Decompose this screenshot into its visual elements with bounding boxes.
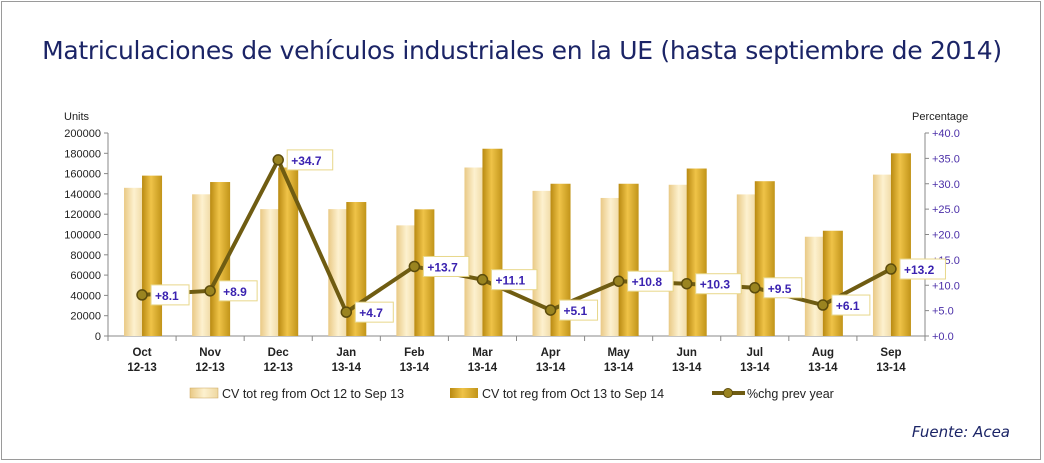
bar-2013-14 (618, 183, 639, 336)
bar-2013-14 (550, 183, 571, 336)
legend-marker (723, 388, 733, 398)
y2-tick-label: +0.0 (932, 331, 954, 343)
y-tick-label: 140000 (64, 189, 101, 201)
data-label: +9.5 (768, 282, 792, 296)
data-label-box (831, 294, 871, 316)
data-label: +8.9 (223, 285, 247, 299)
data-label: +8.1 (155, 289, 179, 303)
bar-2012-13 (736, 194, 757, 336)
y2-tick-label: +5.0 (932, 306, 954, 318)
x-tick-label: Jul 13-14 (740, 347, 770, 374)
bar-2012-13 (260, 209, 281, 336)
pct-change-marker (204, 285, 216, 297)
data-label: +5.1 (564, 304, 588, 318)
legend-label: CV tot reg from Oct 13 to Sep 14 (482, 387, 664, 401)
pct-change-marker (340, 306, 353, 318)
bar-2013-14 (754, 181, 775, 336)
x-tick-label: Jun 13-14 (672, 347, 702, 374)
data-label-box (899, 258, 946, 280)
data-label-box (218, 280, 258, 302)
data-label: +4.7 (359, 306, 383, 320)
y-tick-label: 200000 (64, 128, 101, 140)
y-tick-label: 40000 (70, 290, 101, 302)
x-tick-label: Dec 12-13 (263, 347, 292, 374)
data-label-box (763, 277, 803, 299)
pct-change-marker (612, 275, 625, 287)
y-axis-title: Units (64, 111, 90, 123)
bar-2012-13 (396, 225, 417, 336)
y-tick-label: 180000 (64, 148, 101, 160)
x-tick-label: Feb 13-14 (400, 347, 430, 374)
pct-change-marker (885, 263, 897, 275)
bar-2013-14 (822, 230, 843, 336)
pct-change-marker (749, 282, 761, 294)
x-tick-label: Apr 13-14 (536, 347, 566, 374)
legend-label: %chg prev year (747, 387, 834, 401)
y-tick-label: 160000 (64, 169, 101, 181)
x-tick-label: Aug 13-14 (808, 347, 838, 374)
x-tick-label: Oct 12-13 (127, 347, 156, 374)
y2-tick-label: +20.0 (932, 230, 960, 242)
y-tick-label: 100000 (64, 230, 101, 242)
bar-2013-14 (890, 153, 911, 336)
bar-2013-14 (142, 175, 163, 336)
data-label-box (354, 301, 394, 323)
data-label-box (422, 255, 470, 277)
pct-change-marker (680, 277, 693, 290)
pct-change-marker (408, 260, 421, 273)
y2-tick-label: +30.0 (932, 179, 960, 191)
bar-2012-13 (192, 194, 213, 336)
data-label: +13.7 (427, 260, 458, 274)
y-tick-label: 20000 (70, 311, 101, 323)
x-tick-label: Nov 12-13 (195, 347, 224, 374)
x-tick-label: Jan 13-14 (332, 347, 362, 374)
data-label-box (490, 269, 538, 291)
pct-change-marker (136, 289, 148, 301)
legend-label: CV tot reg from Oct 12 to Sep 13 (222, 387, 404, 401)
data-label-box (286, 149, 334, 171)
pct-change-marker (817, 299, 829, 311)
bar-2012-13 (804, 236, 825, 336)
y2-tick-label: +25.0 (932, 204, 960, 216)
bar-2012-13 (464, 167, 485, 336)
data-label: +34.7 (291, 154, 322, 168)
bar-2012-13 (668, 184, 689, 336)
x-tick-label: Mar 13-14 (468, 347, 498, 374)
data-label-box (559, 299, 599, 321)
data-label: +10.8 (632, 275, 663, 289)
bar-2012-13 (124, 187, 145, 336)
legend-swatch-2013-14 (450, 388, 478, 398)
legend-swatch-2012-13 (189, 387, 219, 399)
data-label: +6.1 (836, 299, 860, 313)
bar-2013-14 (278, 167, 299, 336)
y2-tick-label: +10.0 (932, 280, 960, 292)
y2-tick-label: +40.0 (932, 128, 960, 140)
bar-2012-13 (872, 174, 893, 336)
y-tick-label: 60000 (70, 270, 101, 282)
bar-2013-14 (482, 148, 503, 336)
pct-change-marker (272, 154, 284, 166)
source-note: Fuente: Acea (911, 423, 1010, 441)
bar-2013-14 (686, 168, 707, 336)
data-label-box (695, 273, 742, 295)
pct-change-marker (476, 273, 489, 286)
y-tick-label: 80000 (70, 250, 101, 262)
data-label: +11.1 (495, 274, 525, 288)
bar-2012-13 (532, 190, 553, 336)
bar-2012-13 (600, 197, 621, 336)
data-label: +13.2 (904, 263, 935, 277)
y2-tick-label: +35.0 (932, 153, 960, 165)
data-label-box (150, 284, 190, 306)
data-label: +10.3 (700, 278, 731, 292)
pct-change-marker (544, 304, 557, 316)
data-label-box (627, 270, 674, 292)
y-tick-label: 0 (95, 331, 101, 343)
x-tick-label: Sep 13-14 (876, 347, 906, 374)
x-tick-label: May 13-14 (604, 347, 634, 374)
y-tick-label: 120000 (64, 209, 101, 221)
y2-axis-title: Percentage (912, 111, 968, 123)
chart-title: Matriculaciones de vehículos industriale… (42, 36, 1002, 65)
